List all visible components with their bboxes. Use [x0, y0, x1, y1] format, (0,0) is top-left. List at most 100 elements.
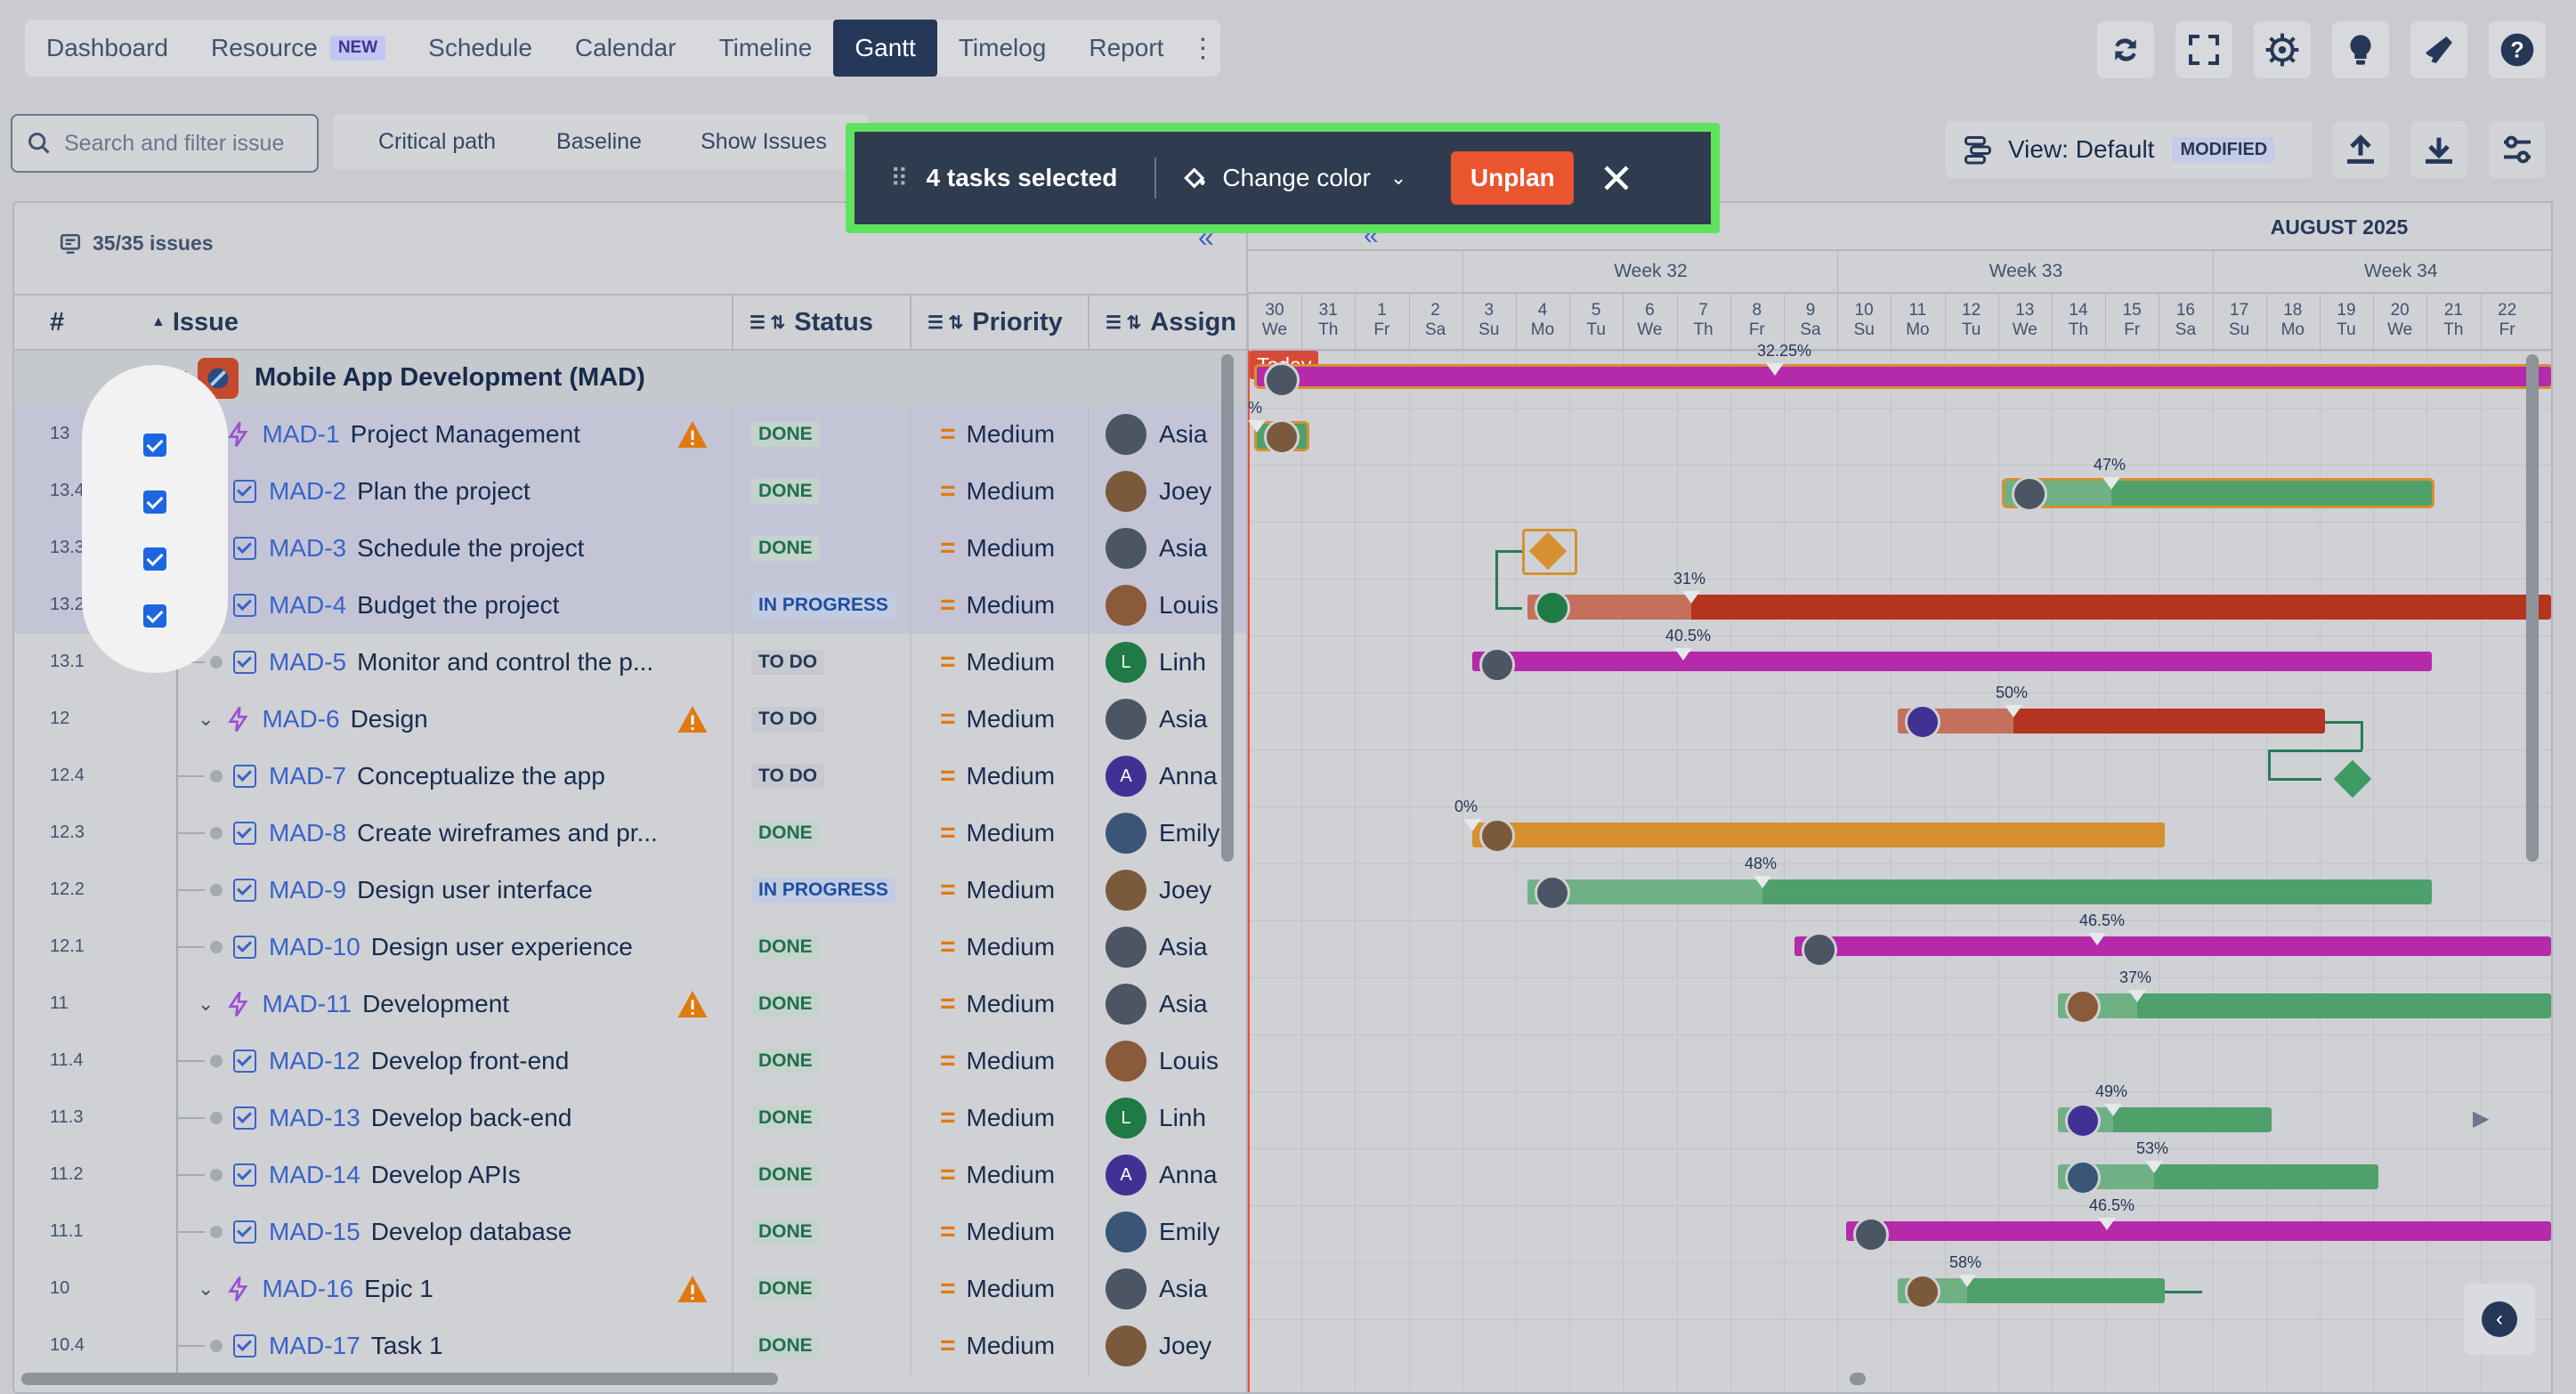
- chevron-down-icon[interactable]: ⌄: [198, 708, 215, 730]
- assignee-cell[interactable]: Joey: [1106, 1325, 1211, 1366]
- priority-cell[interactable]: = Medium: [940, 644, 1055, 680]
- priority-cell[interactable]: = Medium: [940, 474, 1055, 509]
- table-row[interactable]: 11.4 MAD-12 Develop front-end DONE = Medium Lo…: [14, 1033, 1248, 1090]
- assignee-cell[interactable]: Emily: [1106, 813, 1219, 854]
- assignee-cell[interactable]: Emily: [1106, 1212, 1219, 1252]
- more-vertical-icon[interactable]: ⋮: [1189, 33, 1217, 63]
- search-input[interactable]: Search and filter issue: [11, 114, 319, 173]
- table-row[interactable]: 11 ⌄ MAD-11 Development DONE = Medium Asia: [14, 976, 1248, 1033]
- issue-cell[interactable]: MAD-3 Schedule the project: [178, 531, 584, 566]
- row-select-checkbox[interactable]: [143, 434, 166, 457]
- status-badge[interactable]: DONE: [751, 422, 820, 447]
- nav-timelog[interactable]: Timelog: [958, 34, 1047, 61]
- table-row[interactable]: 13.1 MAD-5 Monitor and control the p... TO …: [14, 634, 1248, 691]
- priority-cell[interactable]: = Medium: [940, 929, 1055, 965]
- warning-icon[interactable]: [676, 1273, 709, 1305]
- priority-cell[interactable]: = Medium: [940, 1043, 1055, 1079]
- table-row[interactable]: 11.2 MAD-14 Develop APIs DONE = Medium A Anna: [14, 1147, 1248, 1204]
- status-badge[interactable]: TO DO: [751, 764, 825, 789]
- progress-handle[interactable]: [1958, 1275, 1976, 1287]
- status-badge[interactable]: DONE: [751, 1276, 820, 1301]
- project-row[interactable]: ⌄ Mobile App Development (MAD): [14, 351, 1248, 406]
- issue-key[interactable]: MAD-4: [269, 591, 347, 619]
- table-row[interactable]: 12.2 MAD-9 Design user interface IN PROGRES…: [14, 862, 1248, 919]
- status-badge[interactable]: DONE: [751, 1163, 820, 1187]
- issue-key[interactable]: MAD-9: [269, 876, 347, 904]
- status-badge[interactable]: DONE: [751, 1049, 820, 1074]
- row-select-checkbox[interactable]: [143, 604, 166, 628]
- issue-key[interactable]: MAD-10: [269, 933, 360, 960]
- issue-cell[interactable]: MAD-14 Develop APIs: [178, 1157, 521, 1193]
- issue-key[interactable]: MAD-7: [269, 762, 347, 790]
- status-badge[interactable]: IN PROGRESS: [751, 878, 895, 903]
- issue-key[interactable]: MAD-8: [269, 819, 347, 847]
- issue-cell[interactable]: ⌄ MAD-11 Development: [198, 986, 509, 1022]
- gantt-bar[interactable]: [1794, 936, 2551, 956]
- unplan-button[interactable]: Unplan: [1451, 151, 1575, 205]
- issue-cell[interactable]: MAD-12 Develop front-end: [178, 1043, 569, 1079]
- progress-handle[interactable]: [1766, 363, 1784, 376]
- warning-icon[interactable]: [676, 703, 709, 735]
- collapse-panel-button[interactable]: ‹: [2464, 1284, 2535, 1355]
- nav-calendar[interactable]: Calendar: [574, 34, 676, 61]
- assignee-cell[interactable]: Asia: [1106, 1268, 1207, 1309]
- issue-cell[interactable]: MAD-9 Design user interface: [178, 872, 593, 908]
- status-badge[interactable]: DONE: [751, 992, 820, 1017]
- issue-cell[interactable]: MAD-5 Monitor and control the p...: [178, 644, 653, 680]
- baseline-button[interactable]: Baseline: [516, 114, 682, 169]
- issue-key[interactable]: MAD-16: [262, 1275, 354, 1302]
- progress-handle[interactable]: [1674, 648, 1692, 661]
- col-assignee[interactable]: ☰ ⇅ Assign: [1106, 307, 1236, 336]
- issue-cell[interactable]: MAD-13 Develop back-end: [178, 1100, 571, 1136]
- progress-handle[interactable]: [2128, 990, 2146, 1002]
- issue-cell[interactable]: MAD-2 Plan the project: [178, 474, 531, 509]
- assignee-cell[interactable]: Asia: [1106, 927, 1207, 968]
- gantt-bar[interactable]: [1472, 652, 2432, 671]
- table-row[interactable]: 12.3 MAD-8 Create wireframes and pr... DONE…: [14, 805, 1248, 862]
- progress-handle[interactable]: [1682, 591, 1700, 604]
- settings-sliders-icon[interactable]: [2489, 121, 2546, 178]
- status-badge[interactable]: DONE: [751, 1333, 820, 1358]
- issue-key[interactable]: MAD-15: [269, 1218, 360, 1245]
- priority-cell[interactable]: = Medium: [940, 1100, 1055, 1136]
- gear-icon[interactable]: [2254, 21, 2311, 78]
- gantt-bar[interactable]: [1898, 709, 2325, 733]
- progress-handle[interactable]: [1463, 819, 1481, 831]
- gantt-bar[interactable]: [2005, 481, 2432, 506]
- nav-timeline[interactable]: Timeline: [718, 34, 813, 61]
- priority-cell[interactable]: = Medium: [940, 815, 1055, 851]
- col-status[interactable]: ☰ ⇅ Status: [749, 307, 873, 336]
- progress-handle[interactable]: [2145, 1161, 2163, 1173]
- gantt-bar[interactable]: [1846, 1221, 2551, 1241]
- row-select-checkbox[interactable]: [143, 490, 166, 514]
- gantt-hscrollbar[interactable]: [1850, 1373, 1866, 1385]
- issue-key[interactable]: MAD-13: [269, 1104, 360, 1131]
- issue-key[interactable]: MAD-14: [269, 1161, 360, 1188]
- assignee-cell[interactable]: Joey: [1106, 471, 1211, 512]
- priority-cell[interactable]: = Medium: [940, 701, 1055, 737]
- issue-key[interactable]: MAD-17: [269, 1332, 360, 1359]
- chevron-down-icon[interactable]: ⌄: [198, 1277, 215, 1300]
- table-row[interactable]: 11.1 MAD-15 Develop database DONE = Medium Emi…: [14, 1204, 1248, 1260]
- progress-handle[interactable]: [2104, 1104, 2122, 1116]
- issue-key[interactable]: MAD-2: [269, 477, 347, 505]
- issue-cell[interactable]: ⌄ MAD-6 Design: [198, 701, 428, 737]
- status-badge[interactable]: DONE: [751, 935, 820, 960]
- close-icon[interactable]: [1600, 162, 1632, 194]
- priority-cell[interactable]: = Medium: [940, 872, 1055, 908]
- download-icon[interactable]: [2410, 121, 2467, 178]
- issue-cell[interactable]: MAD-17 Task 1: [178, 1328, 443, 1364]
- priority-cell[interactable]: = Medium: [940, 1328, 1055, 1364]
- gantt-bar[interactable]: [1527, 595, 2551, 620]
- nav-schedule[interactable]: Schedule: [428, 34, 532, 61]
- priority-cell[interactable]: = Medium: [940, 758, 1055, 794]
- nav-dashboard[interactable]: Dashboard: [46, 34, 168, 61]
- priority-cell[interactable]: = Medium: [940, 1271, 1055, 1307]
- assignee-cell[interactable]: Asia: [1106, 984, 1207, 1025]
- nav-resource[interactable]: Resource NEW: [190, 20, 407, 77]
- nav-report[interactable]: Report: [1089, 34, 1164, 61]
- assignee-cell[interactable]: Louis: [1106, 1041, 1219, 1082]
- issue-key[interactable]: MAD-1: [262, 420, 340, 448]
- gantt-scrollbar[interactable]: [2526, 354, 2539, 862]
- progress-handle[interactable]: [2102, 477, 2120, 490]
